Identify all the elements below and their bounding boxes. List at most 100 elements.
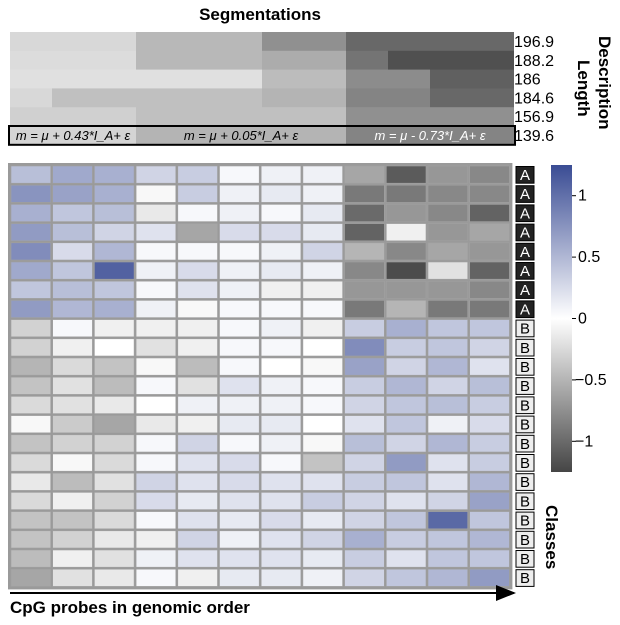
- class-box: [515, 569, 535, 587]
- heatmap-cell: [135, 184, 177, 203]
- heatmap-cell: [52, 376, 93, 395]
- heatmap-cell: [135, 280, 177, 299]
- classes-label: Classes: [542, 505, 561, 570]
- heatmap-cell: [10, 184, 52, 203]
- segmentation-cell: [52, 88, 94, 108]
- heatmap-cell: [177, 300, 218, 318]
- heatmap-cell: [135, 568, 177, 587]
- methylation-heatmap: [8, 163, 513, 590]
- heatmap-cell: [344, 184, 385, 203]
- class-label: B: [520, 397, 530, 414]
- class-label: A: [520, 301, 530, 318]
- heatmap-cell: [302, 511, 343, 530]
- heatmap-cell: [427, 376, 469, 395]
- class-label: B: [520, 493, 530, 510]
- heatmap-cell: [469, 376, 510, 395]
- heatmap-cell: [94, 184, 135, 203]
- x-axis-label: CpG probes in genomic order: [10, 598, 250, 617]
- segmentation-cell: [388, 88, 430, 108]
- segmentation-cell: [220, 88, 262, 108]
- class-label: B: [520, 340, 530, 357]
- heatmap-cell: [177, 396, 218, 414]
- heatmap-cell: [385, 280, 427, 299]
- heatmap-cell: [427, 530, 469, 549]
- class-box: [515, 473, 535, 491]
- segmentation-cell: [262, 88, 304, 108]
- class-label: B: [520, 570, 530, 587]
- heatmap-cell: [52, 511, 93, 530]
- segmentation-cell: [346, 32, 388, 52]
- heatmap-cell: [52, 223, 93, 242]
- heatmap-cell: [302, 261, 343, 280]
- colorbar-tick-label: 0: [578, 311, 587, 328]
- segmentation-cell: [430, 32, 472, 52]
- heatmap-cell: [385, 415, 427, 434]
- chart-title: Segmentations: [199, 5, 321, 24]
- segmentation-cell: [52, 32, 94, 52]
- segmentation-cell: [220, 126, 262, 146]
- heatmap-cell: [135, 415, 177, 434]
- heatmap-cell: [219, 396, 260, 414]
- heatmap-cell: [469, 415, 510, 434]
- heatmap-cell: [10, 242, 52, 261]
- segmentation-cell: [52, 107, 94, 127]
- heatmap-cell: [385, 223, 427, 242]
- heatmap-cell: [469, 242, 510, 261]
- heatmap-cell: [135, 434, 177, 453]
- heatmap-cell: [385, 453, 427, 472]
- segmentation-cell: [94, 69, 136, 89]
- segmentation-heatmap: m = μ + 0.43*I_A+ ε m = μ + 0.05*I_A+ ε m …: [8, 32, 554, 146]
- heatmap-cell: [344, 568, 385, 587]
- heatmap-cell: [260, 530, 302, 549]
- heatmap-cell: [385, 492, 427, 510]
- heatmap-cell: [260, 396, 302, 414]
- heatmap-cell: [469, 223, 510, 242]
- segmentation-cell: [52, 69, 94, 89]
- heatmap-cell: [302, 492, 343, 510]
- heatmap-cell: [302, 223, 343, 242]
- class-label: B: [520, 551, 530, 568]
- heatmap-cell: [427, 453, 469, 472]
- segmentation-cell: [388, 50, 430, 71]
- class-box: [515, 492, 535, 511]
- segmentation-cell: [136, 69, 178, 89]
- heatmap-cell: [10, 376, 52, 395]
- heatmap-cell: [135, 242, 177, 261]
- class-box: [515, 185, 535, 203]
- segmentation-cell: [220, 107, 262, 127]
- heatmap-cell: [10, 511, 52, 530]
- heatmap-cell: [135, 492, 177, 510]
- heatmap-cell: [260, 261, 302, 280]
- segmentation-cell: [388, 126, 430, 146]
- heatmap-cell: [52, 472, 93, 491]
- class-box: [515, 262, 535, 280]
- heatmap-cell: [135, 530, 177, 549]
- class-box: [515, 550, 535, 568]
- heatmap-cell: [302, 280, 343, 299]
- heatmap-cell: [219, 472, 260, 491]
- heatmap-cell: [219, 184, 260, 203]
- heatmap-cell: [135, 453, 177, 472]
- heatmap-cell: [427, 511, 469, 530]
- heatmap-cell: [344, 338, 385, 357]
- heatmap-cell: [260, 549, 302, 568]
- heatmap-cell: [10, 453, 52, 472]
- heatmap-cell: [344, 415, 385, 434]
- heatmap-cell: [469, 165, 510, 184]
- heatmap-cell: [94, 453, 135, 472]
- heatmap-cell: [427, 472, 469, 491]
- segmentation-cell: [136, 50, 178, 71]
- heatmap-cell: [219, 319, 260, 338]
- heatmap-cell: [385, 261, 427, 280]
- description-length-value: 139.6: [514, 128, 554, 145]
- segmentation-cell: [10, 69, 52, 89]
- heatmap-cell: [219, 261, 260, 280]
- heatmap-cell: [52, 434, 93, 453]
- segmentation-cell: [472, 107, 514, 127]
- heatmap-cell: [219, 223, 260, 242]
- heatmap-cell: [302, 204, 343, 222]
- class-box: [515, 396, 535, 415]
- heatmap-cell: [385, 376, 427, 395]
- heatmap-cell: [177, 184, 218, 203]
